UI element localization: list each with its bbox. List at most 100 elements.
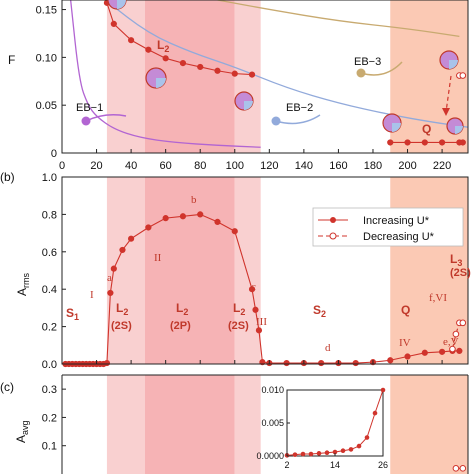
point-middle-0-21 <box>214 218 221 225</box>
inset-chart: 0.0000 0.005 0.010 2 14 26 <box>256 385 388 470</box>
snapshot-disc-wedge-4 <box>449 60 458 69</box>
point-label-iii: III <box>256 316 267 328</box>
region-label-l2c: L2 <box>233 301 245 317</box>
x-tick-label-3: 60 <box>160 160 172 172</box>
point-top-1-5 <box>459 139 466 146</box>
point-top-0-7 <box>214 67 221 74</box>
x-tick-label-10: 200 <box>398 160 416 172</box>
point-label-b: b <box>191 194 197 206</box>
snapshot-disc-wedge-3 <box>392 123 401 132</box>
region-band-bottom-2 <box>234 375 261 474</box>
point-middle-0-26 <box>259 359 266 366</box>
y-tick-label-top-1: 0.05 <box>36 100 57 112</box>
inset-point-7 <box>340 448 346 454</box>
point-middle-0-37 <box>438 348 446 355</box>
x-tick-label-6: 120 <box>260 160 278 172</box>
legend-label-decreasing: Decreasing U* <box>363 231 435 243</box>
x-tick-label-2: 40 <box>125 160 137 172</box>
regions-arms <box>106 177 468 364</box>
point-top-1-3 <box>438 139 446 146</box>
region-label-top-l2: L2 <box>157 38 169 54</box>
point-top-0-1 <box>110 20 117 28</box>
point-top-0-3 <box>145 46 152 53</box>
inset-y-label-0: 0.0000 <box>256 451 284 461</box>
region-band-middle-2 <box>234 177 261 364</box>
region-band-bottom-1 <box>144 375 235 474</box>
series-line-top-0 <box>106 2 253 76</box>
point-top-1-2 <box>421 139 428 146</box>
y-tick-label-top-2: 0.10 <box>36 52 57 64</box>
point-middle-0-30 <box>318 359 325 367</box>
point-top-0-9 <box>248 71 256 78</box>
point-top-0-5 <box>179 60 187 67</box>
panel-aavg: 0.1 0.2 0.3 (c) Aavg 0.0000 0.005 0.010 2 14 26 <box>0 374 469 474</box>
inset-point-12 <box>380 387 386 393</box>
regions-aavg <box>106 375 468 474</box>
curves-f <box>69 0 469 148</box>
inset-x-label-0: 2 <box>284 460 289 470</box>
point-middle-0-25 <box>255 327 263 334</box>
point-middle-0-18 <box>162 215 169 222</box>
y-tick-label-middle-5: 1.0 <box>42 172 57 184</box>
snapshot-disc-0 <box>107 0 127 10</box>
inset-y-label-2: 0.010 <box>261 385 284 395</box>
point-label-d: d <box>325 342 331 354</box>
point-label-iv: IV <box>399 337 411 349</box>
region-label-l2a: L2 <box>116 301 128 317</box>
x-tick-label-1: 20 <box>90 160 102 172</box>
eb-markers <box>81 61 403 126</box>
y-tick-label-bottom-0: 0.1 <box>42 441 57 453</box>
region-mode-l3: (2S) <box>450 267 471 279</box>
region-label-s2: S2 <box>313 303 326 319</box>
eb1-label: EB−1 <box>76 102 103 114</box>
frame-arms <box>61 176 469 365</box>
point-middle-0-15 <box>119 246 126 254</box>
y-ticks-arms: 0.0 0.2 0.4 0.6 0.8 1.0 <box>42 172 443 371</box>
y-tick-label-middle-4: 0.8 <box>42 209 57 221</box>
inset-point-6 <box>332 449 338 455</box>
x-tick-label-0: 0 <box>59 160 65 172</box>
frame-f <box>61 0 469 154</box>
point-middle-0-20 <box>197 211 204 218</box>
inset-series <box>284 387 386 458</box>
inset-point-8 <box>348 447 354 452</box>
point-middle-1-3 <box>459 319 467 327</box>
point-middle-0-35 <box>404 353 411 360</box>
x-ticks-f: 0 20 40 60 80 100 120 140 160 180 200 220 <box>59 149 451 172</box>
region-label-q: Q <box>401 303 410 317</box>
y-tick-label-middle-2: 0.4 <box>42 284 57 296</box>
point-middle-0-12 <box>103 359 111 367</box>
svg-text:Arms: Arms <box>15 272 31 296</box>
point-middle-0-32 <box>352 359 359 367</box>
snapshot-disc-wedge-0 <box>117 0 126 9</box>
envelope-curve-eb2 <box>104 0 469 128</box>
point-top-0-2 <box>128 37 135 44</box>
point-middle-0-16 <box>128 235 135 242</box>
snapshot-disc-5 <box>446 117 464 135</box>
point-middle-1-1 <box>452 330 460 338</box>
eb2-label: EB−2 <box>286 102 313 114</box>
inset-point-11 <box>372 410 378 416</box>
snapshot-disc-wedge-5 <box>455 126 463 134</box>
snapshot-disc-wedge-1 <box>156 78 166 88</box>
point-top-0-8 <box>231 70 238 77</box>
y-tick-label-bottom-2: 0.3 <box>42 384 57 396</box>
point-middle-0-19 <box>179 213 187 220</box>
eb2-dot <box>271 116 281 126</box>
inset-point-2 <box>300 451 306 457</box>
panel-tag-b: (b) <box>0 170 15 184</box>
point-bottom-0-1 <box>459 465 467 472</box>
snapshot-disc-2 <box>234 91 254 111</box>
eb3-dot <box>356 68 366 78</box>
x-tick-label-4: 80 <box>194 160 206 172</box>
x-tick-label-8: 160 <box>329 160 347 172</box>
legend-label-increasing: Increasing U* <box>363 215 430 227</box>
point-label-i: I <box>90 289 94 301</box>
inset-point-5 <box>324 450 330 456</box>
point-middle-0-13 <box>107 289 114 297</box>
region-mode-l2c: (2S) <box>228 320 249 332</box>
y-tick-label-middle-0: 0.0 <box>42 359 57 371</box>
point-middle-1-0 <box>449 345 456 353</box>
inset-point-4 <box>316 451 322 456</box>
